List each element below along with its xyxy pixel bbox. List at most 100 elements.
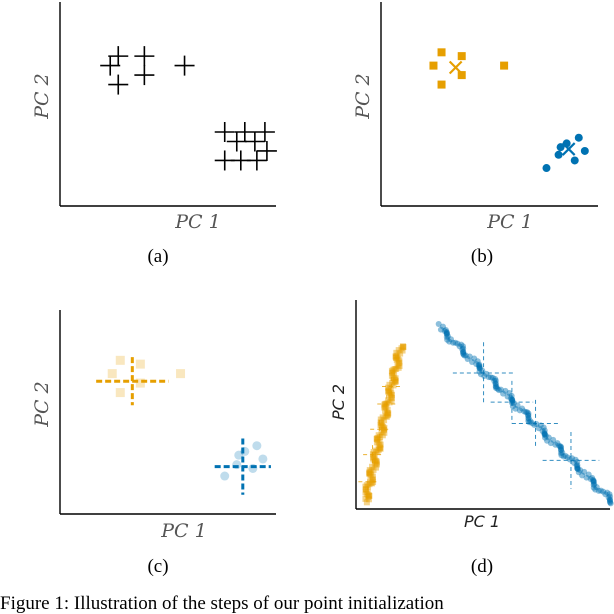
d-series-0-point-29 xyxy=(369,463,376,470)
c-series-1-point-0 xyxy=(220,471,230,481)
d-series-1-point-27 xyxy=(462,352,469,359)
d-series-1-point-1 xyxy=(437,326,444,333)
d-series-1-point-50 xyxy=(492,381,499,388)
a-series-1-point-0 xyxy=(214,122,235,143)
d-series-1-point-126 xyxy=(574,462,581,469)
d-series-1-point-58 xyxy=(497,386,504,393)
d-series-1-point-36 xyxy=(476,363,483,370)
d-series-1-point-81 xyxy=(525,415,532,422)
d-series-1-point-70 xyxy=(509,403,516,410)
d-series-1-point-148 xyxy=(597,487,604,494)
d-series-1-point-12 xyxy=(446,338,453,345)
d-series-1-point-2 xyxy=(439,323,446,330)
d-series-1-point-84 xyxy=(525,414,532,421)
c-series-0-spread-cross xyxy=(96,357,169,406)
c-series-1-point-6 xyxy=(234,450,244,460)
d-series-1-point-145 xyxy=(592,486,599,493)
d-series-1-cross-3 xyxy=(542,432,600,489)
d-series-1-point-114 xyxy=(558,452,565,459)
d-series-0-point-77 xyxy=(384,412,391,419)
d-series-0-point-76 xyxy=(383,413,390,420)
a-series-0-point-1 xyxy=(108,46,129,67)
d-series-1-point-141 xyxy=(590,481,597,488)
d-series-1-point-35 xyxy=(476,361,483,368)
b-series-1-point-0 xyxy=(542,164,551,173)
b-series-0-point-1 xyxy=(437,48,446,57)
d-series-1-point-94 xyxy=(541,429,548,436)
d-series-1-point-136 xyxy=(587,476,594,483)
d-series-0-point-9 xyxy=(362,485,369,492)
d-series-1-point-20 xyxy=(459,343,466,350)
d-series-1-point-17 xyxy=(456,343,463,350)
d-series-1-point-26 xyxy=(461,352,468,359)
d-series-1-point-55 xyxy=(493,383,500,390)
d-series-1-point-29 xyxy=(466,353,473,360)
d-series-0-point-110 xyxy=(391,376,398,383)
d-series-0-cross-1 xyxy=(363,445,382,465)
d-series-0-point-57 xyxy=(374,434,381,441)
d-series-0-point-129 xyxy=(392,353,399,360)
d-series-0-point-74 xyxy=(381,417,388,424)
d-series-1-point-103 xyxy=(547,440,554,447)
d-series-0-point-80 xyxy=(384,406,391,413)
b-series-1-point-6 xyxy=(556,143,565,152)
d-series-0-point-90 xyxy=(386,399,393,406)
d-series-1-point-111 xyxy=(558,444,565,451)
d-series-0-point-73 xyxy=(379,414,386,421)
d-series-0-point-34 xyxy=(373,461,380,468)
panel-a: PC 1 PC 2 (a) xyxy=(31,2,277,267)
d-series-1-point-66 xyxy=(509,396,516,403)
d-series-0-point-25 xyxy=(366,470,373,477)
d-series-0-point-17 xyxy=(369,480,376,487)
d-series-1-point-24 xyxy=(460,348,467,355)
d-series-0-point-27 xyxy=(366,467,373,474)
d-series-0-point-52 xyxy=(375,442,382,449)
d-series-0-point-125 xyxy=(395,360,402,367)
d-series-0-point-13 xyxy=(363,482,370,489)
d-series-0-point-100 xyxy=(385,384,392,391)
d-series-1-point-155 xyxy=(607,493,614,500)
d-series-0-point-123 xyxy=(396,362,403,369)
d-series-0-point-138 xyxy=(400,344,407,351)
d-series-1-point-6 xyxy=(443,330,450,337)
d-series-1-point-10 xyxy=(444,336,451,343)
d-series-1-cross-1 xyxy=(490,380,534,424)
panel-d-xlabel: PC 1 xyxy=(464,512,500,531)
d-series-0-point-6 xyxy=(365,492,372,499)
d-series-0-point-8 xyxy=(363,491,370,498)
d-series-0-point-126 xyxy=(394,355,401,362)
d-series-1-point-96 xyxy=(541,430,548,437)
d-series-1-point-23 xyxy=(460,350,467,357)
a-series-1-point-3 xyxy=(244,131,265,152)
d-series-1-point-97 xyxy=(541,431,548,438)
b-series-1-point-5 xyxy=(570,156,579,165)
d-series-1-point-3 xyxy=(441,328,448,335)
d-series-0-point-104 xyxy=(389,379,396,386)
c-series-1-point-3 xyxy=(252,441,262,451)
d-series-0-point-45 xyxy=(374,448,381,455)
d-series-1-point-32 xyxy=(473,361,480,368)
panel-b-xlabel: PC 1 xyxy=(486,211,532,233)
d-series-1-point-135 xyxy=(585,471,592,478)
d-series-0-point-137 xyxy=(400,344,407,351)
a-series-1-point-4 xyxy=(254,122,275,143)
d-series-1-point-34 xyxy=(475,362,482,369)
d-series-1-point-147 xyxy=(595,487,602,494)
d-series-1-point-83 xyxy=(525,417,532,424)
d-series-0-point-81 xyxy=(383,409,390,416)
panel-d-sublabel: (d) xyxy=(471,556,493,577)
d-series-1-point-21 xyxy=(460,348,467,355)
d-series-1-point-131 xyxy=(577,467,584,474)
d-series-1-point-101 xyxy=(544,437,551,444)
d-series-0-point-37 xyxy=(371,457,378,464)
d-series-0-point-75 xyxy=(382,413,389,420)
b-series-1-point-4 xyxy=(580,146,589,155)
panel-c-sublabel: (c) xyxy=(147,556,168,577)
d-series-0-point-65 xyxy=(380,426,387,433)
d-series-1-point-62 xyxy=(506,389,513,396)
d-series-0-point-32 xyxy=(372,464,379,471)
d-series-0-point-10 xyxy=(362,489,369,496)
d-series-1-point-125 xyxy=(574,464,581,471)
d-series-1-point-157 xyxy=(606,496,613,503)
d-series-0-point-139 xyxy=(399,343,406,350)
